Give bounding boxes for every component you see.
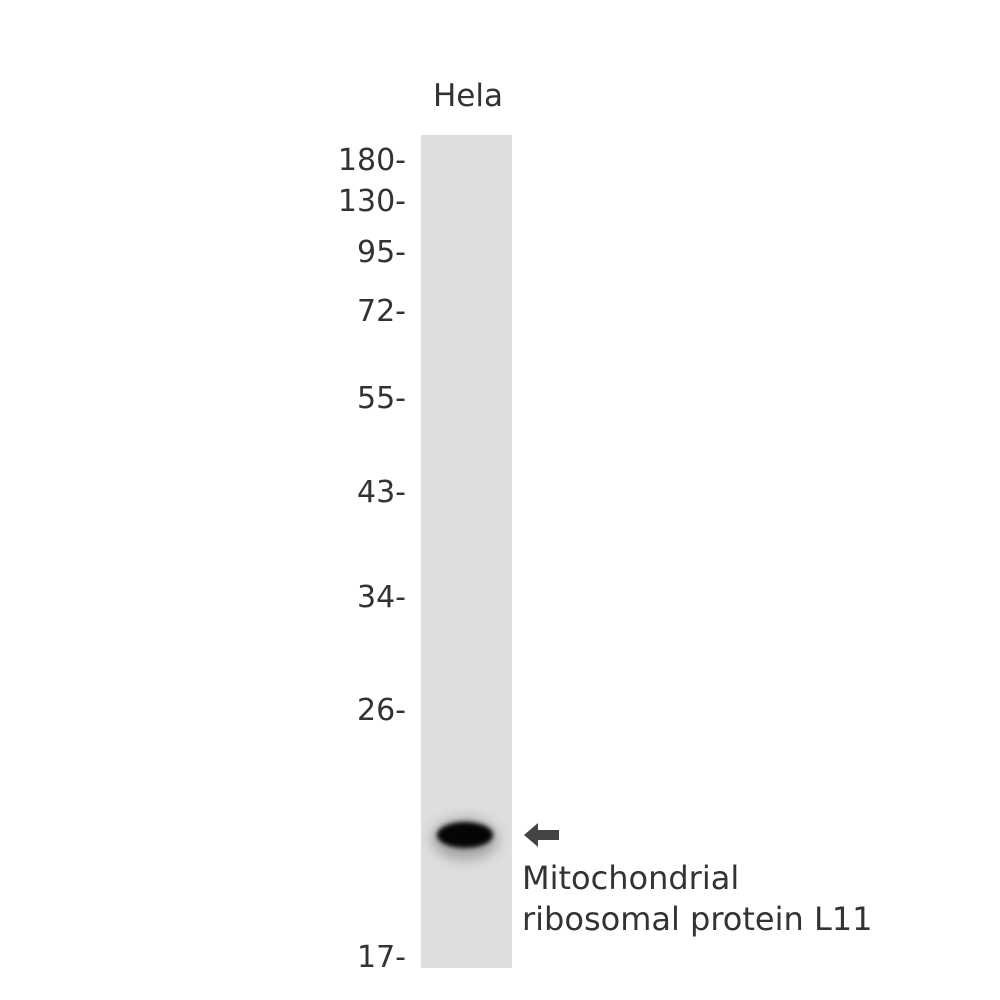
marker-17: 17-	[357, 940, 406, 975]
marker-72: 72-	[357, 294, 406, 329]
protein-band	[437, 822, 493, 848]
target-label-line2: ribosomal protein L11	[522, 900, 873, 938]
marker-26: 26-	[357, 693, 406, 728]
marker-55: 55-	[357, 381, 406, 416]
marker-130: 130-	[337, 184, 406, 219]
lane-label: Hela	[433, 78, 503, 114]
target-label: Mitochondrial ribosomal protein L11	[522, 858, 873, 940]
marker-180: 180-	[337, 143, 406, 178]
target-label-line1: Mitochondrial	[522, 859, 740, 897]
arrow-left-icon	[524, 823, 559, 847]
marker-43: 43-	[357, 475, 406, 510]
marker-95: 95-	[357, 235, 406, 270]
marker-34: 34-	[357, 580, 406, 615]
